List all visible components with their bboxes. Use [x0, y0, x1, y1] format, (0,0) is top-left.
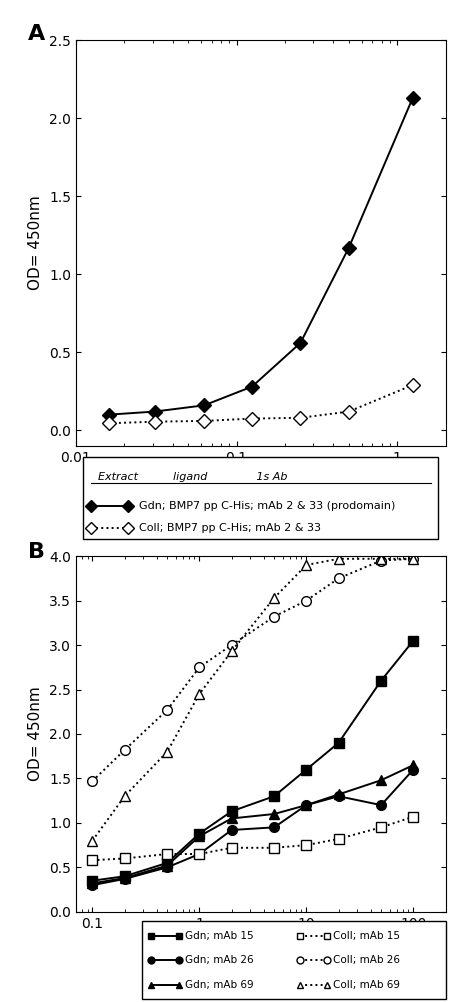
Y-axis label: OD= 450nm: OD= 450nm	[28, 195, 44, 291]
Text: Coll; mAb 26: Coll; mAb 26	[333, 955, 401, 965]
X-axis label: mAb conc.  (μM): mAb conc. (μM)	[198, 936, 323, 951]
Text: Gdn; mAb 26: Gdn; mAb 26	[185, 955, 253, 965]
Text: Coll; mAb 15: Coll; mAb 15	[333, 932, 401, 942]
Text: Gdn; mAb 15: Gdn; mAb 15	[185, 932, 253, 942]
Text: Gdn; mAb 69: Gdn; mAb 69	[185, 980, 253, 990]
Text: Coll; mAb 69: Coll; mAb 69	[333, 980, 401, 990]
Text: B: B	[28, 542, 45, 562]
Y-axis label: OD= 450nm: OD= 450nm	[28, 686, 44, 782]
Text: Gdn; BMP7 pp C-His; mAb 2 & 33 (prodomain): Gdn; BMP7 pp C-His; mAb 2 & 33 (prodomai…	[139, 501, 395, 511]
Text: Coll; BMP7 pp C-His; mAb 2 & 33: Coll; BMP7 pp C-His; mAb 2 & 33	[139, 523, 321, 533]
X-axis label: Ligand conc. (μM): Ligand conc. (μM)	[192, 470, 329, 485]
Text: Extract          ligand              1s Ab: Extract ligand 1s Ab	[98, 472, 288, 482]
Text: A: A	[28, 24, 45, 44]
